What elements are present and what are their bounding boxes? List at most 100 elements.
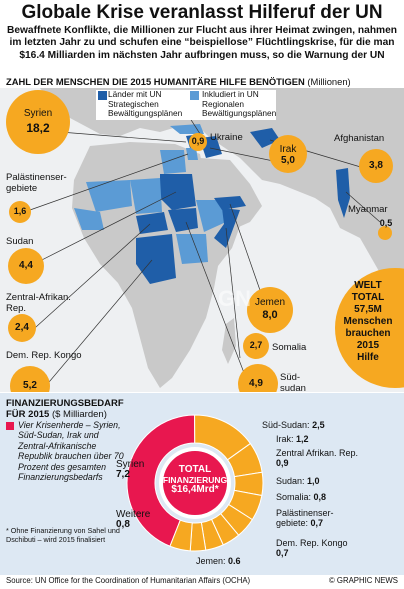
label-afghanistan: Afghanistan — [334, 133, 385, 144]
world-total-line5: brauchen — [345, 328, 391, 339]
finance-footnote: * Ohne Finanzierung von Sahel und Dschib… — [6, 526, 120, 544]
fin-suedsudan-name: Süd-Sudan: — [262, 420, 310, 430]
fin-palaestina-value: 0,7 — [310, 518, 324, 528]
value-somalia: 2,7 — [249, 340, 263, 350]
fin-palaestina-name: Palästinenser-gebiete: — [276, 508, 334, 528]
bubble-world-total — [335, 268, 404, 388]
donut-center — [163, 451, 227, 515]
value-kongo: 5,2 — [23, 380, 37, 391]
fin-somalia-value: 0,8 — [313, 492, 327, 502]
world-total-line4: Menschen — [343, 316, 393, 327]
map-subhead: ZAHL DER MENSCHEN DIE 2015 HUMANITÄRE HI… — [6, 76, 351, 87]
world-total-line1: WELT — [354, 280, 382, 291]
fin-zar-value: 0,9 — [276, 458, 289, 468]
fin-label-sudan: Sudan: 1,0 — [276, 476, 320, 486]
fin-label-palaestina: Palästinenser-gebiete: 0,7 — [276, 508, 356, 528]
page-title: Globale Krise veranlasst Hilferuf der UN — [21, 2, 383, 23]
map-subhead-main: ZAHL DER MENSCHEN DIE 2015 HUMANITÄRE HI… — [6, 76, 305, 87]
fin-weitere-value: 0,8 — [116, 519, 130, 530]
finance-heading-line1: FINANZIERUNGSBEDARF — [6, 398, 124, 409]
map-subhead-unit: (Millionen) — [304, 76, 351, 87]
fin-irak-value: 1,2 — [296, 434, 309, 444]
source-text: Source: UN Office for the Coordination o… — [6, 576, 251, 585]
fin-somalia-name: Somalia: — [276, 492, 312, 502]
fin-sudan-name: Sudan: — [276, 476, 305, 486]
map-legend: Länder mit UN Strategischen Bewältigungs… — [96, 89, 276, 120]
value-sudan: 4,4 — [19, 260, 33, 271]
value-zar: 2,4 — [15, 322, 29, 333]
bubble-irak — [269, 135, 307, 173]
bubble-afghanistan — [359, 149, 393, 183]
value-syrien: 18,2 — [26, 121, 50, 135]
fin-weitere-name: Weitere — [116, 509, 151, 520]
fin-label-weitere: Weitere 0,8 — [116, 510, 150, 530]
label-somalia: Somalia — [272, 342, 307, 353]
fin-kongo-name: Dem. Rep. Kongo — [276, 538, 348, 548]
fin-jemen-value: 0.6 — [228, 556, 241, 566]
world-total-line2: TOTAL — [351, 292, 385, 303]
bubble-ukraine — [189, 133, 207, 151]
fin-syrien-name: Syrien — [116, 459, 145, 470]
value-ukraine: 0,9 — [191, 136, 205, 146]
label-irak: Irak — [279, 144, 297, 155]
map-somalia — [214, 208, 240, 248]
map-afghanistan — [250, 128, 280, 148]
fin-label-jemen: Jemen: 0.6 — [196, 556, 241, 566]
map-egypt — [160, 150, 186, 174]
map-west-africa — [74, 208, 104, 230]
finance-note-swatch — [6, 422, 14, 430]
leader-lines — [25, 111, 381, 389]
map-myanmar — [336, 168, 350, 218]
finance-heading-unit: ($ Milliarden) — [49, 409, 107, 420]
finance-donut — [126, 414, 264, 552]
finance-heading-line2: FÜR 2015 — [6, 409, 50, 420]
bubble-somalia — [243, 333, 269, 359]
value-myanmar: 0,5 — [379, 218, 393, 228]
label-sudan: Sudan — [6, 236, 34, 247]
bubble-palaestina — [9, 201, 31, 223]
value-jemen: 8,0 — [262, 309, 278, 321]
legend-regional-swatch — [190, 91, 199, 100]
credit-text: © GRAPHIC NEWS — [329, 576, 398, 585]
map-south-sudan — [168, 208, 198, 232]
world-total-line7: Hilfe — [357, 352, 379, 363]
donut-center-line1: TOTAL — [178, 464, 212, 475]
map-land-asia — [200, 88, 404, 288]
label-syrien: Syrien — [23, 108, 53, 119]
finance-note: Vier Krisenherde – Syrien, Süd-Sudan, Ir… — [18, 420, 124, 483]
fin-label-kongo: Dem. Rep. Kongo 0,7 — [276, 538, 386, 558]
fin-sudan-value: 1,0 — [307, 476, 320, 486]
intro-text: Bewaffnete Konflikte, die Millionen zur … — [6, 25, 397, 61]
finance-heading: FINANZIERUNGSBEDARF FÜR 2015 ($ Milliard… — [6, 398, 124, 420]
label-ukraine: Ukraine — [210, 132, 243, 143]
map-yemen — [214, 196, 246, 210]
map-jordan — [186, 148, 198, 160]
fin-label-zar: Zentral Afrikan. Rep. 0,9 — [276, 448, 396, 468]
world-total-line3: 57,5M — [354, 304, 382, 315]
fin-syrien-value: 7,2 — [116, 469, 130, 480]
label-zar: Zentral-Afrikan. Rep. — [6, 292, 71, 314]
map-car — [136, 212, 168, 234]
bubble-syrien — [6, 90, 70, 154]
donut-segment-0 — [126, 414, 196, 547]
map-land-madagascar — [222, 318, 236, 364]
fin-label-irak: Irak: 1,2 — [276, 434, 309, 444]
value-irak: 5,0 — [281, 155, 295, 166]
map-kenya-uganda — [176, 234, 208, 264]
label-suedsudan: Süd-sudan — [280, 372, 306, 394]
map-mali-niger — [86, 180, 132, 212]
donut-center-line3: $16,4Mrd* — [171, 484, 219, 495]
world-map: GN — [0, 88, 404, 392]
fin-label-somalia: Somalia: 0,8 — [276, 492, 326, 502]
bubble-sudan — [8, 248, 44, 284]
donut-segments — [126, 414, 264, 552]
map-drc — [136, 234, 176, 284]
bubble-suedsudan — [238, 364, 278, 392]
watermark: GN — [218, 286, 251, 311]
map-ethiopia — [196, 200, 226, 232]
label-myanmar: Myanmar — [348, 204, 388, 215]
label-jemen: Jemen — [254, 297, 285, 308]
world-total-text: WELT TOTAL 57,5M Menschen brauchen 2015 … — [340, 280, 396, 364]
bubble-zar — [8, 314, 36, 342]
label-kongo: Dem. Rep. Kongo — [6, 350, 82, 361]
